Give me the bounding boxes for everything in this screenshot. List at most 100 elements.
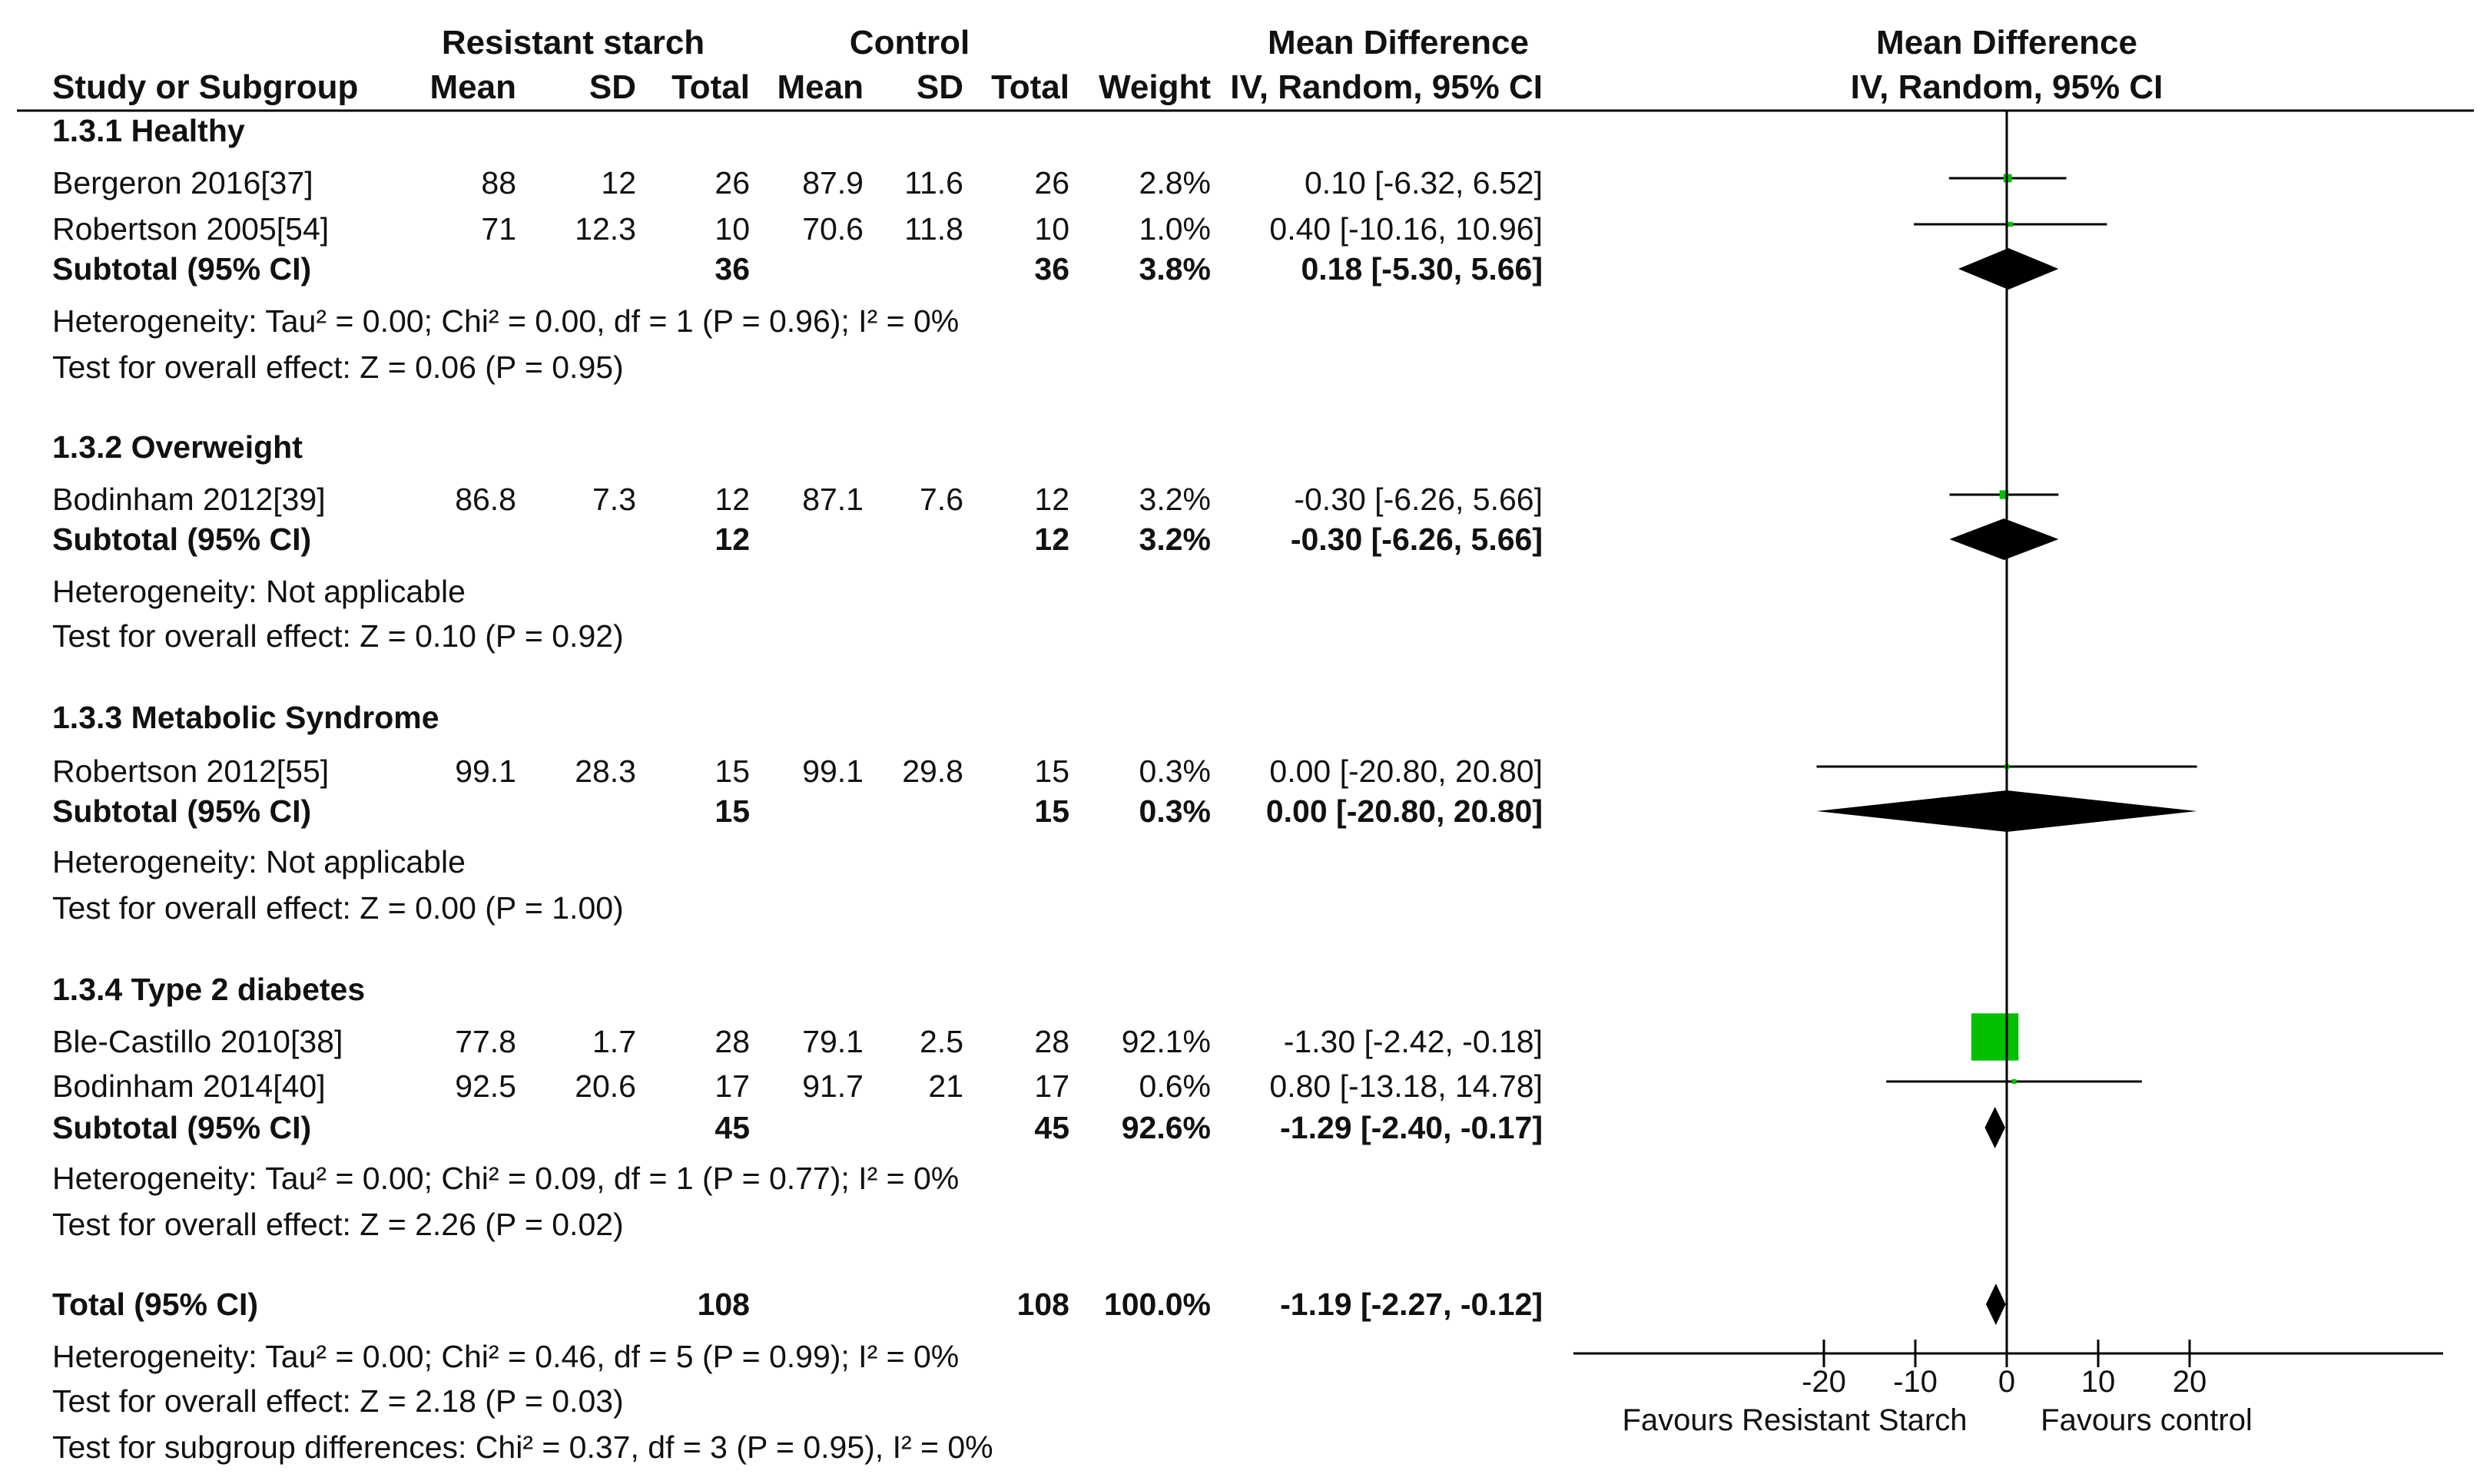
study-name: Robertson 2012[55] — [52, 754, 329, 789]
column-header-control-total: Total — [991, 68, 1069, 106]
subtotal-control-total: 45 — [1034, 1110, 1069, 1145]
control-sd-value: 29.8 — [902, 754, 963, 789]
study-name: Bodinham 2012[39] — [52, 482, 326, 517]
total-ci-text: -1.19 [-2.27, -0.12] — [1280, 1287, 1543, 1322]
rs-sd-value: 1.7 — [592, 1024, 636, 1059]
header-resistant-starch: Resistant starch — [442, 24, 705, 61]
rs-sd-value: 20.6 — [575, 1068, 636, 1104]
control-sd-value: 21 — [928, 1068, 963, 1104]
rs-total-value: 15 — [715, 754, 750, 789]
ci-text: -1.30 [-2.42, -0.18] — [1284, 1024, 1543, 1059]
study-effect-marker — [2011, 1079, 2017, 1084]
x-axis-tick-label: 20 — [2173, 1365, 2207, 1399]
weight-value: 2.8% — [1139, 165, 1211, 200]
total-label: Total (95% CI) — [52, 1287, 258, 1322]
subtotal-label: Subtotal (95% CI) — [52, 1110, 311, 1145]
subtotal-label: Subtotal (95% CI) — [52, 251, 311, 287]
ci-text: 0.40 [-10.16, 10.96] — [1269, 211, 1543, 247]
subtotal-label: Subtotal (95% CI) — [52, 793, 311, 829]
favours-right-label: Favours control — [2041, 1403, 2253, 1437]
total-diamond — [1985, 1284, 2006, 1325]
column-header-rs-sd: SD — [589, 68, 636, 106]
control-sd-value: 11.8 — [904, 211, 963, 247]
control-total-value: 12 — [1034, 482, 1069, 517]
rs-sd-value: 12.3 — [575, 211, 636, 247]
weight-value: 0.3% — [1139, 754, 1211, 789]
control-total-value: 26 — [1034, 165, 1069, 200]
study-name: Bodinham 2014[40] — [52, 1068, 326, 1104]
total-overall-effect-text: Test for overall effect: Z = 2.18 (P = 0… — [52, 1383, 624, 1419]
rs-mean-value: 86.8 — [455, 482, 516, 517]
rs-sd-value: 12 — [601, 165, 636, 200]
control-total-value: 10 — [1034, 211, 1069, 247]
column-header-md-method: IV, Random, 95% CI — [1230, 68, 1543, 106]
subtotal-rs-total: 12 — [715, 522, 750, 557]
rs-sd-value: 28.3 — [575, 754, 636, 789]
x-axis-tick-label: 10 — [2081, 1365, 2116, 1399]
ci-text: -0.30 [-6.26, 5.66] — [1294, 482, 1543, 517]
column-header-control-mean: Mean — [778, 68, 864, 106]
total-weight: 100.0% — [1104, 1287, 1211, 1322]
rs-total-value: 10 — [715, 211, 750, 247]
subgroup-title: 1.3.2 Overweight — [52, 429, 303, 465]
subtotal-rs-total: 15 — [715, 793, 750, 829]
ci-text: 0.10 [-6.32, 6.52] — [1305, 165, 1543, 200]
total-control-total: 108 — [1017, 1287, 1069, 1322]
control-mean-value: 99.1 — [802, 754, 864, 789]
subgroup-title: 1.3.3 Metabolic Syndrome — [52, 700, 439, 735]
study-effect-marker — [2008, 221, 2013, 227]
heterogeneity-text: Heterogeneity: Tau² = 0.00; Chi² = 0.00,… — [52, 303, 959, 339]
subtotal-ci-text: -1.29 [-2.40, -0.17] — [1280, 1110, 1543, 1145]
study-effect-marker — [1999, 490, 2009, 499]
rs-total-value: 28 — [715, 1024, 750, 1059]
control-total-value: 17 — [1034, 1068, 1069, 1104]
subgroup-differences-text: Test for subgroup differences: Chi² = 0.… — [52, 1429, 993, 1465]
rs-total-value: 17 — [715, 1068, 750, 1104]
control-sd-value: 7.6 — [920, 482, 963, 517]
study-name: Bergeron 2016[37] — [52, 165, 313, 200]
control-sd-value: 11.6 — [904, 165, 963, 200]
overall-effect-text: Test for overall effect: Z = 2.26 (P = 0… — [52, 1207, 624, 1242]
x-axis-tick-label: -10 — [1893, 1365, 1938, 1399]
weight-value: 0.6% — [1139, 1068, 1211, 1104]
rs-mean-value: 92.5 — [455, 1068, 516, 1104]
subtotal-ci-text: 0.18 [-5.30, 5.66] — [1301, 251, 1543, 287]
subtotal-ci-text: -0.30 [-6.26, 5.66] — [1291, 522, 1543, 557]
rs-total-value: 12 — [715, 482, 750, 517]
column-header-rs-total: Total — [671, 68, 750, 106]
x-axis-tick-label: -20 — [1802, 1365, 1846, 1399]
column-header-weight: Weight — [1099, 68, 1211, 106]
total-rs-total: 108 — [698, 1287, 750, 1322]
header-control: Control — [850, 24, 970, 61]
control-total-value: 15 — [1034, 754, 1069, 789]
overall-effect-text: Test for overall effect: Z = 0.10 (P = 0… — [52, 618, 624, 654]
overall-effect-text: Test for overall effect: Z = 0.00 (P = 1… — [52, 890, 624, 926]
heterogeneity-text: Heterogeneity: Not applicable — [52, 574, 466, 609]
plot-title: Mean Difference — [1876, 24, 2137, 61]
subtotal-rs-total: 45 — [715, 1110, 750, 1145]
ci-text: 0.80 [-13.18, 14.78] — [1269, 1068, 1543, 1104]
subtotal-weight: 0.3% — [1139, 793, 1211, 829]
subgroup-title: 1.3.4 Type 2 diabetes — [52, 972, 365, 1007]
subtotal-ci-text: 0.00 [-20.80, 20.80] — [1266, 793, 1543, 829]
rs-mean-value: 77.8 — [455, 1024, 516, 1059]
subtotal-diamond — [1949, 518, 2059, 560]
rs-mean-value: 99.1 — [455, 754, 516, 789]
header-mean-difference: Mean Difference — [1268, 24, 1529, 61]
subtotal-diamond — [1958, 248, 2059, 290]
subgroup-title: 1.3.1 Healthy — [52, 113, 245, 148]
subtotal-weight: 92.6% — [1122, 1110, 1211, 1145]
heterogeneity-text: Heterogeneity: Tau² = 0.00; Chi² = 0.09,… — [52, 1161, 959, 1196]
rs-mean-value: 88 — [481, 165, 516, 200]
subtotal-weight: 3.2% — [1139, 522, 1211, 557]
column-header-rs-mean: Mean — [430, 68, 516, 106]
study-name: Robertson 2005[54] — [52, 211, 329, 247]
subtotal-label: Subtotal (95% CI) — [52, 522, 311, 557]
subtotal-control-total: 15 — [1034, 793, 1069, 829]
control-mean-value: 87.9 — [802, 165, 864, 200]
heterogeneity-text: Heterogeneity: Not applicable — [52, 844, 466, 879]
weight-value: 92.1% — [1122, 1024, 1211, 1059]
subtotal-control-total: 12 — [1034, 522, 1069, 557]
x-axis-tick-label: 0 — [1998, 1365, 2015, 1399]
